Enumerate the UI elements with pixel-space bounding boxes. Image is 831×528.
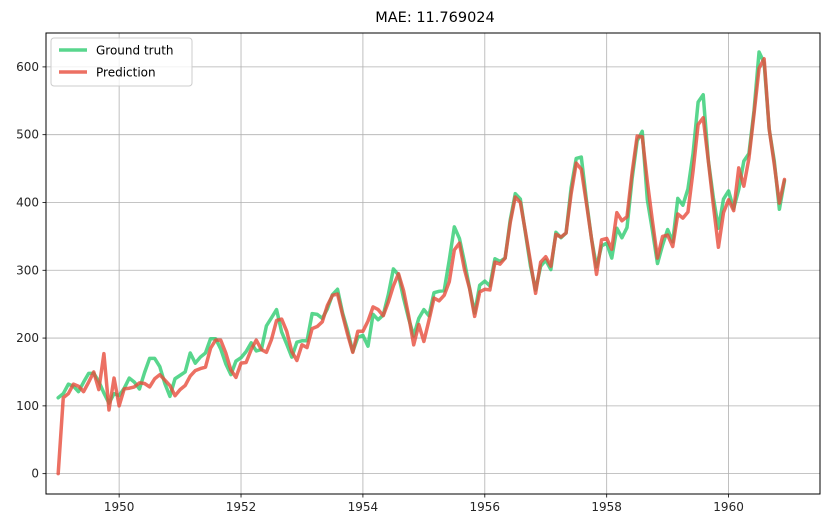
x-tick-label: 1954 bbox=[348, 500, 379, 514]
x-tick-label: 1958 bbox=[591, 500, 622, 514]
x-tick-label: 1960 bbox=[713, 500, 744, 514]
x-tick-label: 1952 bbox=[226, 500, 257, 514]
axis-ticks: 1950 1952 1954 1956 1958 1960 0 100 200 300 400 500… bbox=[16, 60, 744, 514]
legend: Ground truth Prediction bbox=[50, 37, 193, 87]
x-tick-label: 1950 bbox=[104, 500, 135, 514]
y-tick-label: 100 bbox=[16, 399, 39, 413]
legend-label: Prediction bbox=[96, 66, 156, 80]
series-lines bbox=[56, 50, 787, 476]
y-tick-label: 0 bbox=[31, 467, 39, 481]
y-tick-label: 600 bbox=[16, 60, 39, 74]
series-line-ground-truth bbox=[56, 50, 787, 405]
series-line-prediction bbox=[56, 57, 787, 476]
grid bbox=[46, 33, 820, 494]
axes-frame bbox=[45, 32, 821, 495]
y-tick-label: 500 bbox=[16, 128, 39, 142]
y-tick-label: 400 bbox=[16, 195, 39, 209]
x-tick-label: 1956 bbox=[470, 500, 501, 514]
y-tick-label: 200 bbox=[16, 331, 39, 345]
legend-label: Ground truth bbox=[96, 44, 174, 58]
chart-title: MAE: 11.769024 bbox=[375, 10, 495, 26]
y-tick-label: 300 bbox=[16, 263, 39, 277]
